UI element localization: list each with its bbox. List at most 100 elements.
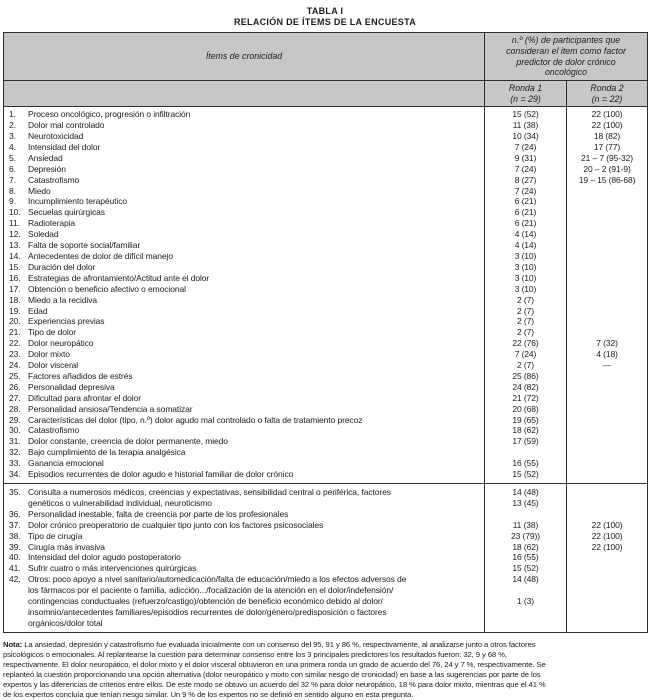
- item-number: 33.: [9, 458, 21, 469]
- item-number: 40.: [9, 552, 21, 563]
- round1-header: Ronda 1 (n = 29): [484, 79, 567, 108]
- table-row: 37. Dolor crónico preoperatorio de cualqu…: [3, 519, 648, 531]
- round2-value: [567, 262, 648, 273]
- round2-value: [567, 218, 648, 229]
- item-cell: 27. Dificultad para afrontar el dolor: [3, 392, 485, 404]
- round2-value: [567, 425, 648, 436]
- item-text: Secuelas quirúrgicas: [28, 207, 105, 218]
- round1-value: 3 (10): [484, 272, 567, 284]
- table-row: 25. Factores añadidos de estrés 25 (86): [3, 370, 648, 382]
- footnote: Nota: La ansiedad, depresión y catastrof…: [3, 640, 647, 700]
- item-cell: 19. Edad: [3, 305, 485, 317]
- table-section: 1. Proceso oncológico, progresión o infil…: [3, 106, 648, 484]
- table-row: 1. Proceso oncológico, progresión o infil…: [3, 106, 648, 121]
- round2-value: [567, 574, 648, 632]
- round1-value: 6 (21): [484, 218, 567, 230]
- item-cell: 18. Miedo a la recidiva: [3, 294, 485, 306]
- round1-value: 23 (79)): [484, 530, 567, 542]
- item-cell: 12. Soledad: [3, 229, 485, 241]
- item-cell: 23. Dolor mixto: [3, 349, 485, 361]
- round2-value: 22 (100): [591, 541, 623, 552]
- empty-header-cell: [3, 79, 485, 108]
- item-number: 12.: [9, 229, 21, 240]
- item-number: 13.: [9, 240, 21, 251]
- item-number: 34.: [9, 469, 21, 480]
- item-text: Miedo a la recidiva: [28, 294, 97, 305]
- round2-value: 19 – 15 (86-68): [578, 174, 636, 185]
- item-text: Cirugía más invasiva: [28, 541, 105, 552]
- item-text: Incumplimiento terapéutico: [28, 196, 127, 207]
- round2-value: [567, 327, 648, 338]
- round2-value: [567, 509, 648, 520]
- item-text: Dolor visceral: [28, 360, 79, 371]
- table-row: 16. Estrategias de afrontamiento/Actitud …: [3, 272, 648, 284]
- round1-value: 22 (76): [484, 338, 567, 350]
- item-text: Otros: poco apoyo a nivel sanitario/auto…: [28, 574, 407, 628]
- round2-value: [567, 458, 648, 469]
- round1-value: 18 (62): [484, 425, 567, 437]
- item-text: Catastrofismo: [28, 425, 80, 436]
- item-text: Depresión: [28, 163, 66, 174]
- round1-value: 14 (48) 13 (45): [484, 483, 567, 509]
- item-cell: 35. Consulta a numerosos médicos, creenci…: [3, 483, 485, 509]
- round2-value: [567, 295, 648, 306]
- table-label: TABLA I: [306, 6, 344, 16]
- item-text: Falta de soporte social/familiar: [28, 240, 141, 251]
- round2-value: [567, 436, 648, 447]
- table-row: 13. Falta de soporte social/familiar 4 (14…: [3, 240, 648, 251]
- item-number: 10.: [9, 207, 21, 218]
- item-number: 19.: [9, 305, 21, 316]
- round1-value: 16 (55): [484, 458, 567, 470]
- item-number: 15.: [9, 261, 21, 272]
- table-row: 34. Episodios recurrentes de dolor agudo …: [3, 469, 648, 484]
- table-row: 28. Personalidad ansiosa/Tendencia a soma…: [3, 403, 648, 415]
- round1-value: 15 (52): [484, 469, 567, 484]
- item-text: Características del dolor (tipo, n.º) do…: [28, 414, 363, 425]
- item-text: Personalidad depresiva: [28, 381, 115, 392]
- item-text: Tipo de cirugía: [28, 530, 83, 541]
- item-number: 22.: [9, 338, 21, 349]
- round2-value: [567, 196, 648, 207]
- round2-value: [567, 186, 648, 197]
- item-text: Sufrir cuatro o más intervenciones quirú…: [28, 563, 197, 574]
- item-cell: 6. Depresión: [3, 163, 485, 175]
- item-text: Duración del dolor: [28, 261, 96, 272]
- table-row: 6. Depresión 7 (24) 20 – 2 (91-9): [3, 163, 648, 175]
- table-row: 36. Personalidad inestable, falta de cree…: [3, 508, 648, 520]
- table-row: 17. Obtención o beneficio afectivo o emoc…: [3, 283, 648, 295]
- table-row: 42. Otros: poco apoyo a nivel sanitario/a…: [3, 574, 648, 633]
- item-cell: 17. Obtención o beneficio afectivo o emoc…: [3, 283, 485, 295]
- item-cell: 15. Duración del dolor: [3, 261, 485, 273]
- item-cell: 31. Dolor constante, creencia de dolor pe…: [3, 436, 485, 448]
- item-cell: 33. Ganancia emocional: [3, 458, 485, 470]
- table-section: 35. Consulta a numerosos médicos, creenci…: [3, 483, 648, 633]
- round1-value: 17 (59): [484, 436, 567, 448]
- round1-value: 2 (7): [484, 327, 567, 339]
- round1-value: 14 (48) 1 (3): [484, 574, 567, 633]
- item-text: Consulta a numerosos médicos, creencias …: [28, 487, 391, 508]
- item-text: Dolor mal controlado: [28, 120, 105, 131]
- item-text: Intensidad del dolor: [28, 141, 101, 152]
- item-cell: 40. Intensidad del dolor agudo postoperat…: [3, 552, 485, 564]
- round2-value: [567, 229, 648, 240]
- item-number: 9.: [9, 196, 16, 207]
- item-cell: 39. Cirugía más invasiva: [3, 541, 485, 553]
- round1-value: 10 (34): [484, 131, 567, 142]
- table-row: 40. Intensidad del dolor agudo postoperat…: [3, 552, 648, 564]
- item-text: Dolor crónico preoperatorio de cualquier…: [28, 519, 324, 530]
- table-row: 3. Neurotoxicidad 10 (34) 18 (82): [3, 131, 648, 142]
- item-number: 14.: [9, 250, 21, 261]
- item-number: 26.: [9, 381, 21, 392]
- item-number: 28.: [9, 403, 21, 414]
- item-cell: 5. Ansiedad: [3, 152, 485, 164]
- table-row: 23. Dolor mixto 7 (24) 4 (18): [3, 349, 648, 361]
- item-number: 23.: [9, 349, 21, 360]
- item-text: Dolor mixto: [28, 349, 70, 360]
- round2-value: [567, 240, 648, 251]
- item-cell: 36. Personalidad inestable, falta de cree…: [3, 508, 485, 520]
- table-row: 8. Miedo 7 (24): [3, 185, 648, 197]
- round2-value: [567, 371, 648, 382]
- item-number: 20.: [9, 316, 21, 327]
- item-text: Personalidad ansiosa/Tendencia a somatiz…: [28, 403, 193, 414]
- table-row: 18. Miedo a la recidiva 2 (7): [3, 294, 648, 306]
